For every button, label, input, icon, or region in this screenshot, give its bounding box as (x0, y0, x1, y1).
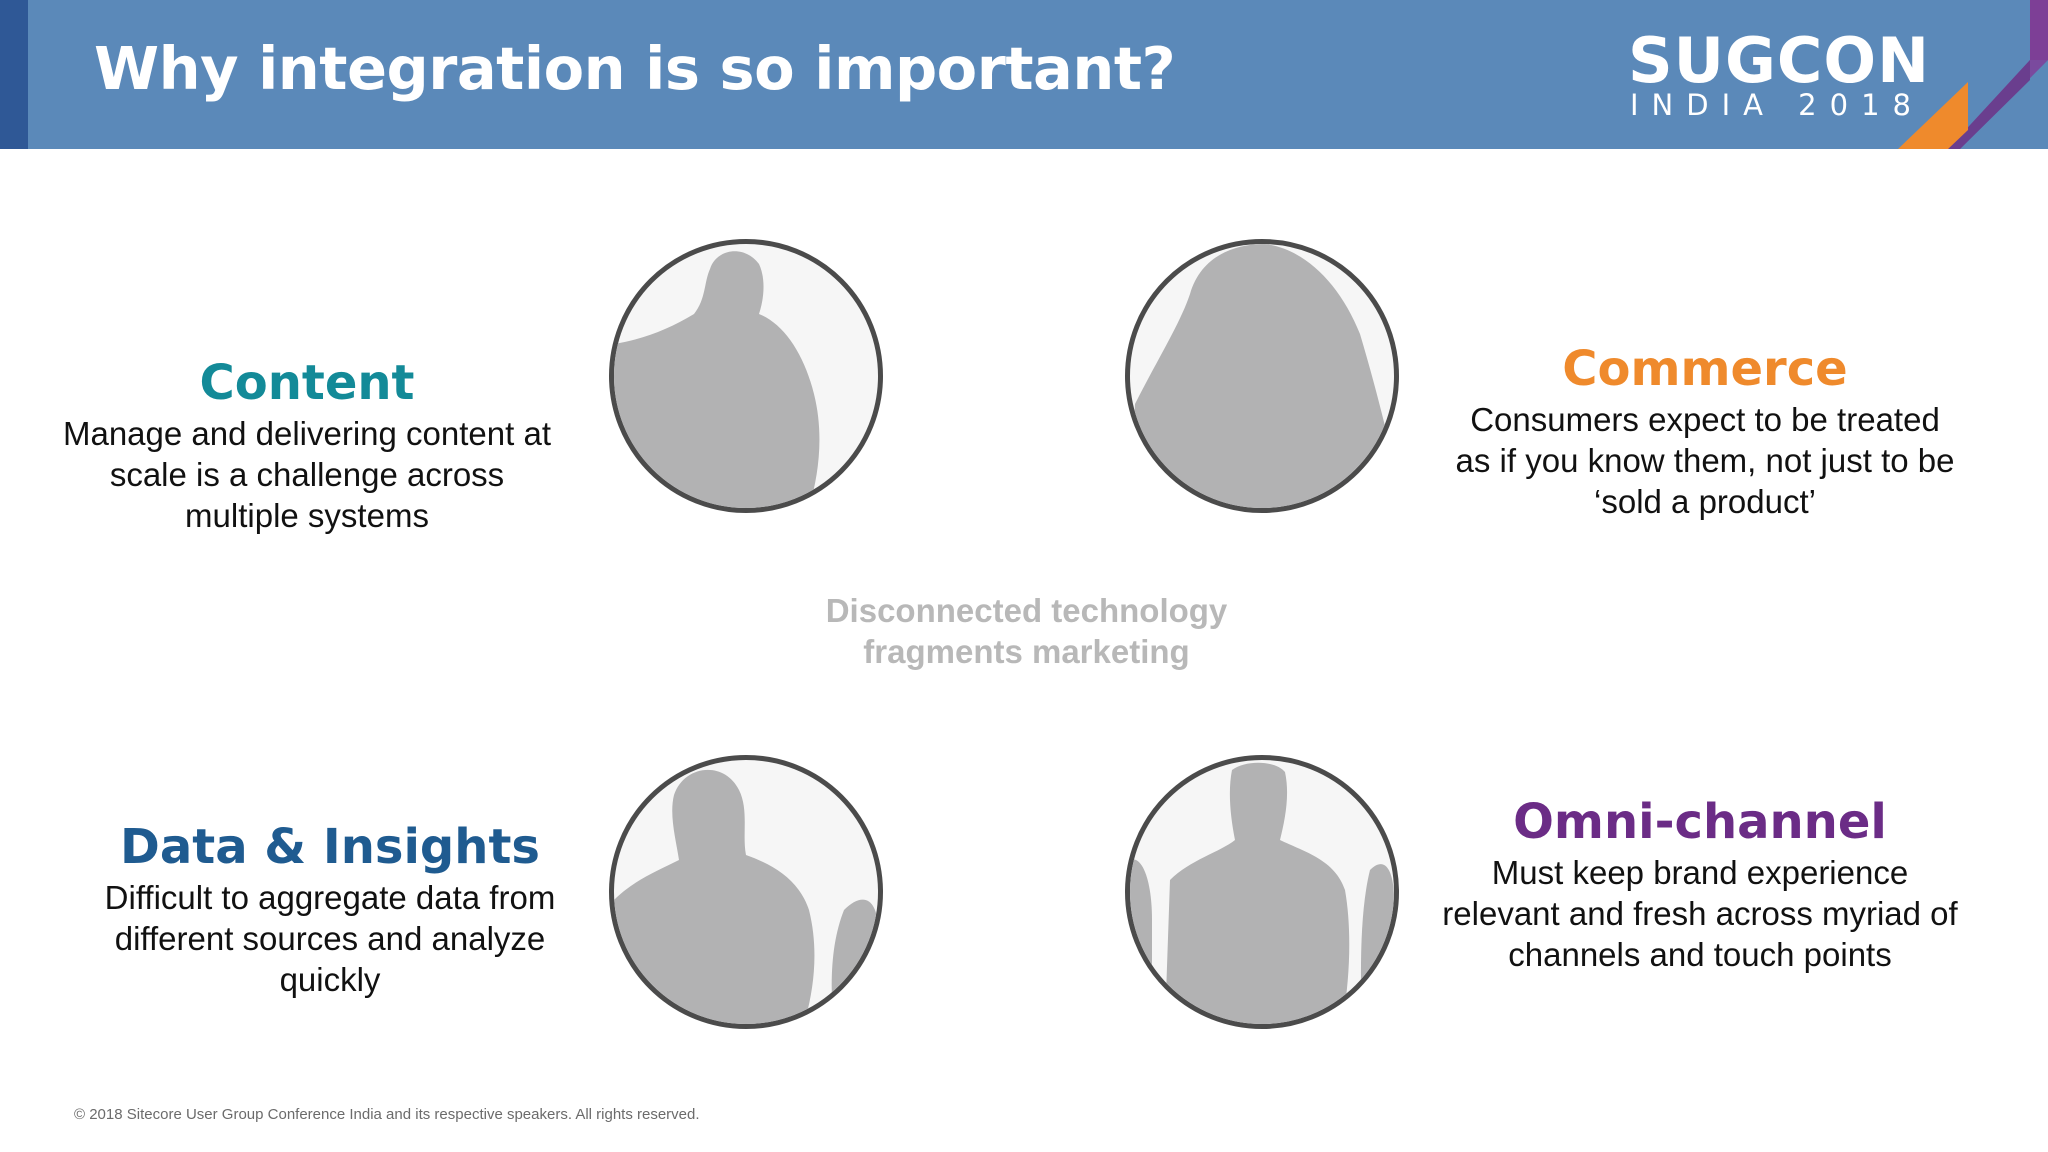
content-avatar-circle (609, 239, 883, 513)
copyright-footer: © 2018 Sitecore User Group Conference In… (74, 1106, 700, 1123)
corner-decoration (1898, 0, 2048, 149)
commerce-avatar-circle (1125, 239, 1399, 513)
omni-channel-block: Omni-channel Must keep brand experience … (1440, 792, 1960, 975)
commerce-block: Commerce Consumers expect to be treated … (1455, 339, 1955, 522)
person-silhouette-icon (1130, 762, 1394, 1024)
omni-channel-description: Must keep brand experience relevant and … (1442, 854, 1958, 973)
person-silhouette-icon (1130, 244, 1394, 508)
commerce-description: Consumers expect to be treated as if you… (1455, 401, 1955, 520)
content-heading: Content (199, 355, 415, 411)
data-insights-avatar-circle (609, 755, 883, 1029)
commerce-heading: Commerce (1562, 341, 1848, 397)
data-insights-heading: Data & Insights (120, 819, 540, 875)
omni-channel-heading: Omni-channel (1513, 794, 1887, 850)
slide-title: Why integration is so important? (94, 34, 1176, 103)
data-insights-block: Data & Insights Difficult to aggregate d… (85, 817, 575, 1000)
omni-channel-avatar-circle (1125, 755, 1399, 1029)
center-caption: Disconnected technology fragments market… (825, 592, 1228, 670)
content-description: Manage and delivering content at scale i… (62, 415, 551, 534)
data-insights-description: Difficult to aggregate data from differe… (104, 879, 556, 998)
person-silhouette-icon (614, 769, 878, 1024)
logo-text: SUGCON (1628, 24, 1930, 97)
content-block: Content Manage and delivering content at… (62, 353, 552, 536)
person-silhouette-icon (614, 251, 820, 508)
logo-subtext: INDIA 2018 (1630, 88, 1924, 122)
header-accent-bar (0, 0, 28, 149)
slide-header: Why integration is so important? SUGCON … (0, 0, 2048, 149)
